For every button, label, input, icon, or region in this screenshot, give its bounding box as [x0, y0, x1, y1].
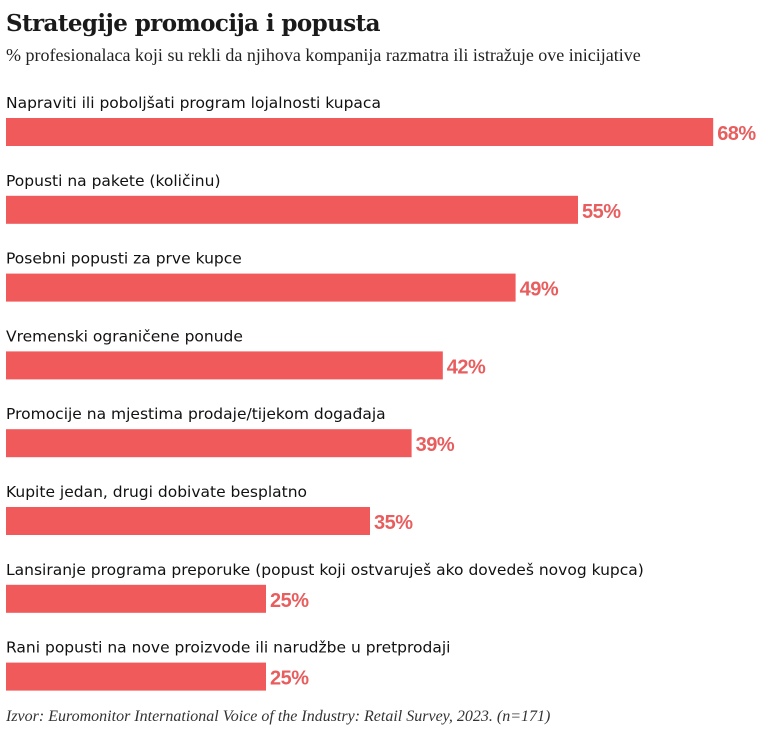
bar [6, 351, 443, 380]
bar [6, 584, 266, 613]
chart-title: Strategije promocija i popusta [6, 10, 381, 37]
value-label: 39% [416, 434, 455, 456]
value-label: 42% [447, 356, 486, 378]
category-label: Vremenski ograničene ponude [6, 327, 243, 345]
value-label: 25% [270, 668, 309, 690]
value-label: 49% [520, 279, 559, 301]
chart-subtitle: % profesionalaca koji su rekli da njihov… [6, 45, 641, 65]
bar [6, 429, 412, 458]
bar [6, 662, 266, 691]
category-label: Rani popusti na nove proizvode ili narud… [6, 639, 450, 657]
source-note: Izvor: Euromonitor International Voice o… [6, 708, 551, 725]
category-label: Kupite jedan, drugi dobivate besplatno [6, 483, 307, 501]
value-label: 25% [270, 590, 309, 612]
category-label: Napraviti ili poboljšati program lojalno… [6, 94, 381, 112]
value-label: 55% [582, 201, 621, 223]
bar [6, 118, 714, 146]
category-label: Promocije na mjestima prodaje/tijekom do… [6, 405, 386, 423]
value-label: 35% [374, 512, 413, 534]
category-label: Popusti na pakete (količinu) [6, 172, 221, 190]
category-label: Posebni popusti za prve kupce [6, 250, 242, 268]
bar [6, 273, 516, 302]
bar [6, 195, 578, 224]
value-label: 68% [717, 123, 756, 145]
category-label: Lansiranje programa preporuke (popust ko… [6, 561, 644, 579]
bar [6, 507, 370, 535]
